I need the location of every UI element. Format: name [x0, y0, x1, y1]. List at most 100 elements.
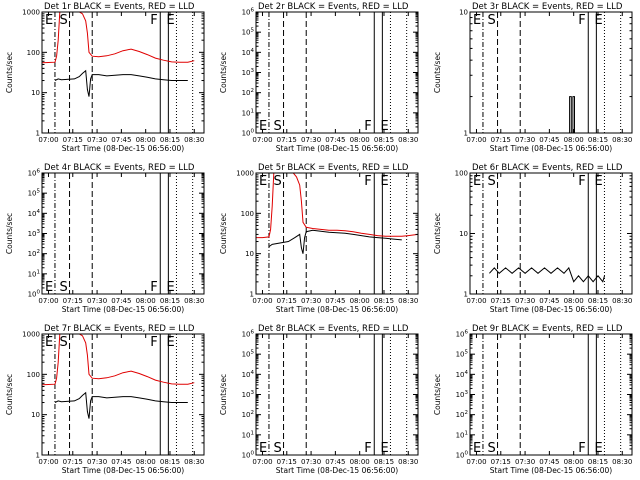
- x-tick-label: 08:30: [184, 136, 204, 144]
- y-tick-label: 106: [456, 330, 469, 339]
- x-tick-label: 08:30: [398, 458, 418, 466]
- x-tick-label: 07:30: [515, 297, 535, 305]
- x-tick-label: 07:00: [38, 136, 58, 144]
- y-tick-label: 10: [459, 9, 468, 17]
- x-tick-label: 07:45: [111, 458, 131, 466]
- y-tick-label: 106: [242, 8, 255, 17]
- x-tick-label: 07:15: [491, 458, 511, 466]
- x-tick-label: 07:15: [63, 136, 83, 144]
- panel-title: Det 6r BLACK = Events, RED = LLD: [472, 163, 623, 173]
- y-axis-label: Counts/sec: [5, 213, 14, 254]
- x-tick-label: 07:45: [325, 136, 345, 144]
- plot-frame: [469, 333, 633, 456]
- x-tick-label: 08:30: [398, 136, 418, 144]
- x-tick-label: 08:15: [588, 136, 608, 144]
- x-tick-label: 08:15: [588, 297, 608, 305]
- x-axis-label: Start Time (08-Dec-15 06:56:00): [62, 144, 184, 153]
- y-tick-label: 100: [241, 210, 254, 218]
- x-tick-label: 07:00: [252, 136, 272, 144]
- y-axis-label: Counts/sec: [219, 374, 228, 415]
- marker-label-S: S: [274, 174, 282, 189]
- y-tick-label: 101: [242, 430, 254, 439]
- marker-label-F: F: [578, 13, 585, 28]
- x-tick-label: 08:00: [564, 458, 584, 466]
- y-axis-label: Counts/sec: [219, 213, 228, 254]
- x-tick-label: 07:30: [87, 458, 107, 466]
- y-tick-label: 104: [242, 370, 255, 379]
- x-tick-label: 08:30: [184, 297, 204, 305]
- x-tick-label: 07:00: [466, 136, 486, 144]
- x-tick-label: 07:30: [301, 297, 321, 305]
- x-tick-label: 07:00: [252, 458, 272, 466]
- marker-label-S: S: [274, 441, 282, 456]
- marker-label-S: S: [488, 441, 496, 456]
- x-tick-label: 07:15: [63, 297, 83, 305]
- y-tick-label: 10: [245, 250, 254, 258]
- x-tick-label: 08:30: [612, 297, 632, 305]
- panel-title: Det 9r BLACK = Events, RED = LLD: [472, 324, 623, 334]
- marker-label-E: E: [259, 441, 267, 456]
- y-tick-label: 101: [242, 108, 254, 117]
- x-tick-label: 07:00: [38, 297, 58, 305]
- series-events-line: [54, 391, 188, 419]
- x-axis-label: Start Time (08-Dec-15 06:56:00): [276, 305, 398, 314]
- x-tick-label: 07:00: [466, 297, 486, 305]
- marker-label-E: E: [380, 441, 388, 456]
- x-tick-label: 07:15: [277, 297, 297, 305]
- x-tick-label: 08:30: [612, 136, 632, 144]
- marker-label-S: S: [60, 13, 68, 28]
- x-tick-label: 07:45: [325, 458, 345, 466]
- x-tick-label: 08:00: [136, 458, 156, 466]
- plot-frame: [469, 172, 633, 295]
- marker-label-E: E: [166, 13, 174, 28]
- y-tick-label: 100: [455, 170, 468, 178]
- y-tick-label: 1000: [22, 9, 40, 17]
- x-tick-label: 07:45: [539, 297, 559, 305]
- x-axis-label: Start Time (08-Dec-15 06:56:00): [62, 305, 184, 314]
- x-axis-label: Start Time (08-Dec-15 06:56:00): [276, 466, 398, 475]
- marker-label-E: E: [473, 441, 481, 456]
- marker-label-E: E: [166, 335, 174, 350]
- y-tick-label: 10: [31, 411, 40, 419]
- marker-label-E: E: [594, 441, 602, 456]
- y-tick-label: 102: [28, 249, 40, 258]
- plot-frame: [255, 333, 419, 456]
- marker-label-F: F: [150, 13, 157, 28]
- x-axis-label: Start Time (08-Dec-15 06:56:00): [490, 305, 612, 314]
- y-tick-label: 101: [28, 269, 40, 278]
- x-tick-label: 08:15: [588, 458, 608, 466]
- y-tick-label: 104: [28, 209, 41, 218]
- y-tick-label: 1000: [236, 170, 254, 178]
- x-tick-label: 07:30: [87, 297, 107, 305]
- marker-label-F: F: [150, 335, 157, 350]
- marker-label-F: F: [364, 174, 371, 189]
- y-tick-label: 106: [28, 169, 41, 178]
- series-lld-line: [42, 334, 195, 386]
- x-tick-label: 08:15: [374, 458, 394, 466]
- y-tick-label: 104: [456, 370, 469, 379]
- series-events-line: [54, 69, 188, 97]
- marker-label-F: F: [150, 280, 157, 295]
- y-axis-label: Counts/sec: [219, 52, 228, 93]
- x-tick-label: 07:15: [491, 136, 511, 144]
- y-tick-label: 102: [456, 410, 468, 419]
- x-tick-label: 07:45: [325, 297, 345, 305]
- y-tick-label: 102: [242, 88, 254, 97]
- plot-frame: [41, 172, 205, 295]
- marker-label-S: S: [488, 13, 496, 28]
- x-tick-label: 08:15: [160, 458, 180, 466]
- x-tick-label: 08:15: [374, 297, 394, 305]
- y-tick-label: 10: [459, 230, 468, 238]
- y-tick-label: 104: [242, 48, 255, 57]
- marker-label-E: E: [380, 174, 388, 189]
- marker-label-E: E: [594, 174, 602, 189]
- x-tick-label: 07:30: [515, 136, 535, 144]
- y-tick-label: 1: [36, 130, 40, 138]
- x-tick-label: 07:15: [277, 458, 297, 466]
- x-tick-label: 08:15: [374, 136, 394, 144]
- y-tick-label: 100: [242, 451, 255, 460]
